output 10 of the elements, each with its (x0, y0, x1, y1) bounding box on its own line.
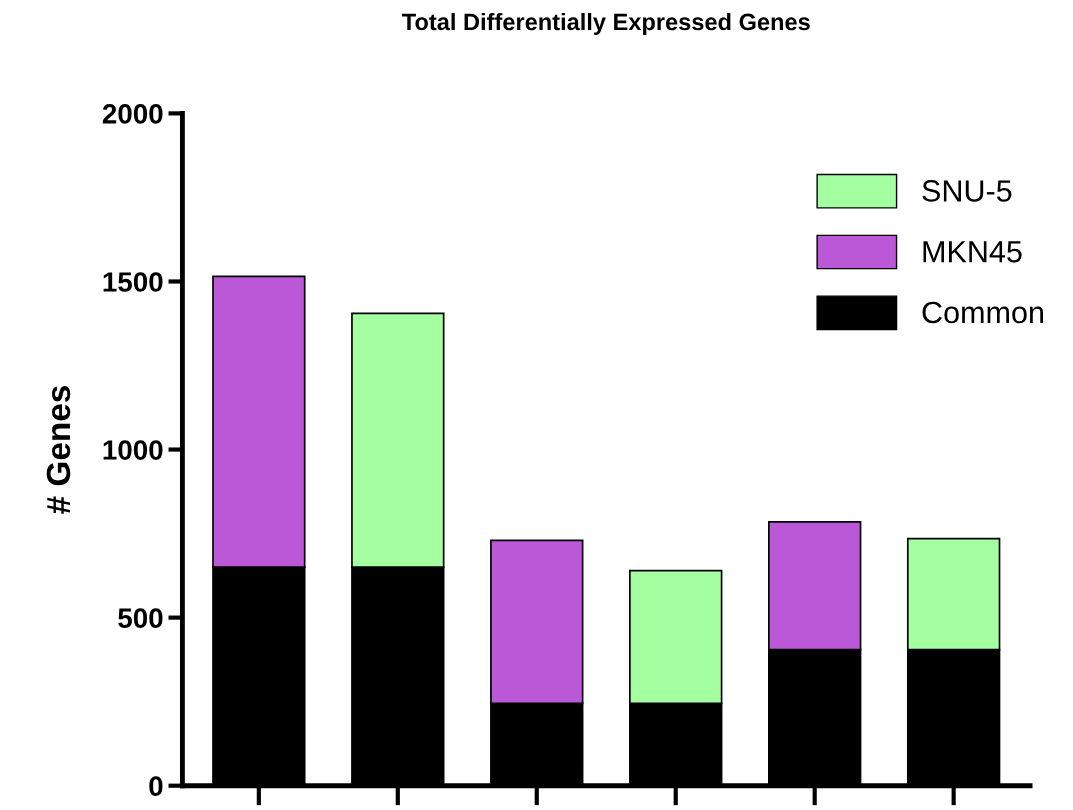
chart-title: Total Differentially Expressed Genes (402, 12, 810, 35)
y-tick-label: 2000 (102, 104, 163, 124)
y-axis-title: # Genes (46, 386, 71, 514)
y-tick-label: 1500 (103, 272, 163, 292)
legend-label: Common (922, 301, 1043, 324)
y-tick-label: 500 (118, 608, 163, 628)
legend-label: MKN45 (923, 241, 1022, 263)
y-tick-label: 0 (149, 776, 163, 797)
y-tick-label: 1000 (103, 440, 163, 460)
legend-label: SNU-5 (922, 180, 1012, 202)
